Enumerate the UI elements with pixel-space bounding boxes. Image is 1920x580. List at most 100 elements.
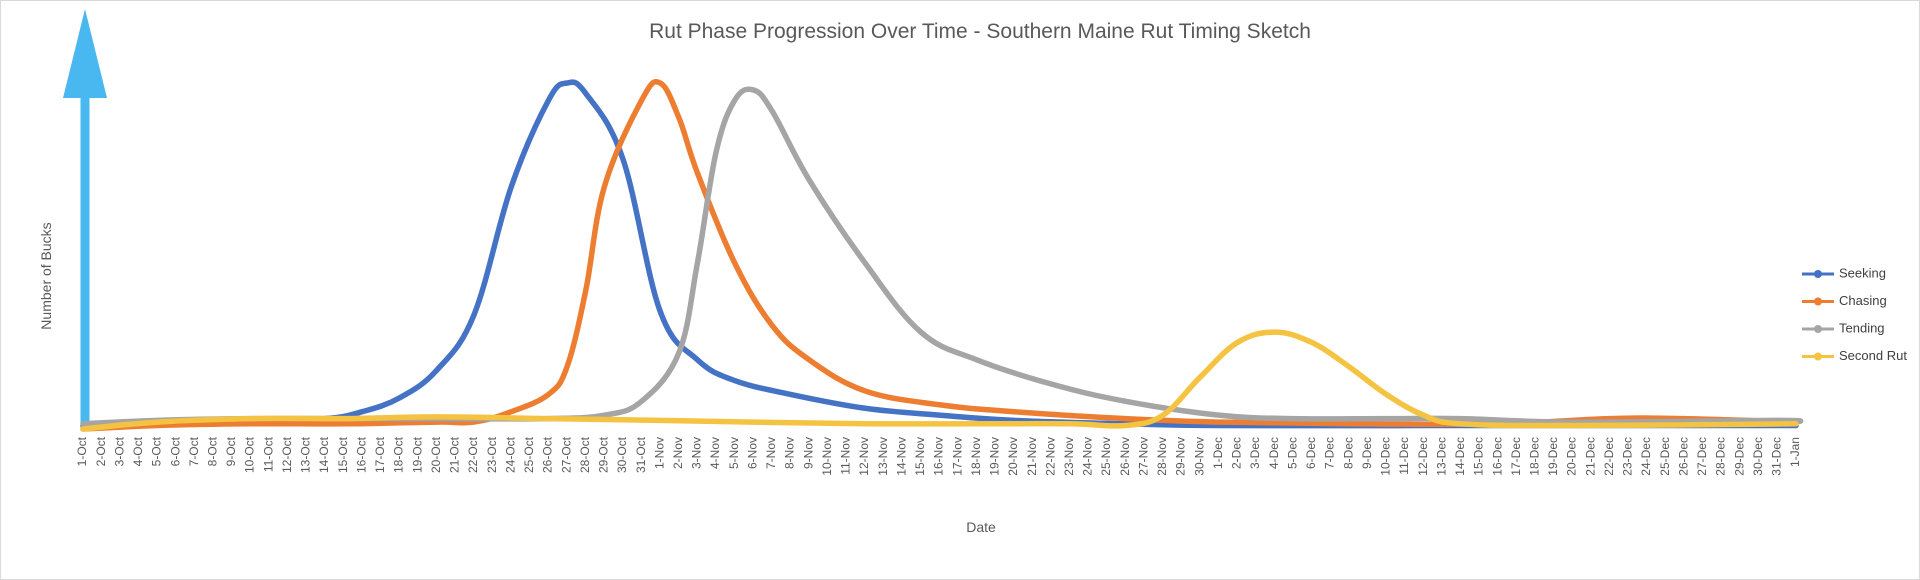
x-tick-label: 27-Dec	[1695, 437, 1709, 476]
x-tick-label: 25-Nov	[1099, 437, 1113, 476]
x-tick-labels: 1-Oct 2-Oct 3-Oct 4-Oct 5-Oct 6-Oct 7-Oct 8-Oct…	[75, 436, 1802, 475]
x-tick-label: 10-Dec	[1379, 437, 1393, 476]
x-tick-label: 12-Nov	[857, 437, 871, 476]
legend-label-second-rut: Second Rut	[1839, 348, 1907, 363]
x-tick-label: 14-Nov	[894, 437, 908, 476]
x-tick-label: 13-Nov	[876, 437, 890, 476]
legend-item-chasing: Chasing	[1802, 293, 1887, 308]
x-tick-label: 18-Nov	[969, 437, 983, 476]
x-tick-label: 28-Dec	[1714, 437, 1728, 476]
x-tick-label: 19-Oct	[410, 436, 424, 473]
x-tick-label: 11-Nov	[839, 437, 853, 475]
x-tick-label: 15-Dec	[1472, 437, 1486, 476]
x-tick-label: 2-Dec	[1230, 437, 1244, 469]
x-tick-label: 12-Dec	[1416, 437, 1430, 476]
x-tick-label: 22-Oct	[466, 436, 480, 473]
x-tick-label: 6-Oct	[168, 436, 182, 466]
x-tick-label: 11-Dec	[1397, 437, 1411, 475]
x-tick-label: 23-Oct	[485, 436, 499, 473]
legend-label-tending: Tending	[1839, 320, 1885, 335]
x-tick-label: 29-Oct	[597, 436, 611, 473]
x-tick-label: 3-Dec	[1248, 437, 1262, 469]
x-tick-label: 18-Dec	[1527, 437, 1541, 476]
x-tick-label: 16-Nov	[932, 437, 946, 476]
x-tick-label: 20-Nov	[1006, 437, 1020, 476]
x-tick-label: 7-Dec	[1323, 437, 1337, 469]
x-tick-label: 1-Dec	[1211, 437, 1225, 469]
x-tick-label: 6-Nov	[745, 437, 759, 469]
x-tick-label: 7-Oct	[187, 436, 201, 466]
x-tick-label: 24-Oct	[503, 436, 517, 473]
x-tick-label: 31-Dec	[1770, 437, 1784, 476]
x-tick-label: 19-Nov	[988, 437, 1002, 476]
x-tick-label: 11-Oct	[261, 436, 275, 472]
x-tick-label: 12-Oct	[280, 436, 294, 473]
x-tick-label: 9-Dec	[1360, 437, 1374, 469]
x-tick-label: 27-Oct	[559, 436, 573, 473]
legend-item-tending: Tending	[1802, 320, 1885, 335]
x-tick-label: 17-Nov	[950, 437, 964, 476]
x-tick-label: 25-Oct	[522, 436, 536, 473]
series-line-seeking	[80, 79, 1799, 429]
x-tick-label: 29-Dec	[1732, 437, 1746, 476]
y-axis-arrow	[63, 9, 107, 431]
x-tick-label: 5-Oct	[150, 436, 164, 466]
x-tick-label: 8-Oct	[206, 436, 220, 466]
x-tick-label: 4-Dec	[1267, 437, 1281, 469]
x-tick-label: 30-Oct	[615, 436, 629, 473]
x-tick-label: 23-Dec	[1621, 437, 1635, 476]
chart-title: Rut Phase Progression Over Time - Southe…	[649, 20, 1311, 43]
x-tick-label: 21-Nov	[1025, 437, 1039, 476]
x-tick-label: 31-Oct	[634, 436, 648, 473]
x-axis-title: Date	[966, 519, 996, 535]
x-tick-label: 9-Nov	[801, 437, 815, 469]
x-tick-label: 23-Nov	[1062, 437, 1076, 476]
x-tick-label: 14-Oct	[317, 436, 331, 473]
legend: Seeking Chasing Tending Second Rut	[1802, 265, 1907, 363]
x-tick-label: 26-Nov	[1118, 437, 1132, 476]
series-line-tending	[80, 86, 1804, 427]
series-line-chasing	[80, 79, 1799, 432]
x-tick-label: 18-Oct	[392, 436, 406, 473]
x-tick-label: 6-Dec	[1304, 437, 1318, 469]
x-tick-label: 3-Nov	[690, 437, 704, 469]
x-tick-label: 24-Dec	[1639, 437, 1653, 476]
x-tick-label: 3-Oct	[112, 436, 126, 466]
legend-marker-seeking	[1814, 270, 1822, 278]
legend-marker-second-rut	[1814, 352, 1822, 361]
series-lines	[80, 79, 1804, 432]
x-tick-label: 16-Oct	[354, 436, 368, 473]
x-tick-label: 8-Nov	[783, 437, 797, 469]
x-tick-label: 25-Dec	[1658, 437, 1672, 476]
x-tick-label: 24-Nov	[1081, 437, 1095, 476]
x-tick-label: 19-Dec	[1546, 437, 1560, 476]
x-tick-label: 27-Nov	[1136, 437, 1150, 476]
x-tick-label: 14-Dec	[1453, 437, 1467, 476]
x-tick-label: 5-Dec	[1285, 437, 1299, 469]
series-line-second-rut	[80, 329, 1799, 432]
x-tick-label: 10-Oct	[243, 436, 257, 473]
x-tick-label: 13-Dec	[1434, 437, 1448, 476]
x-tick-label: 21-Oct	[448, 436, 462, 473]
x-tick-label: 1-Nov	[652, 437, 666, 469]
legend-marker-chasing	[1814, 297, 1822, 306]
x-tick-label: 2-Nov	[671, 437, 685, 469]
legend-label-seeking: Seeking	[1839, 265, 1886, 280]
x-tick-label: 10-Nov	[820, 437, 834, 476]
x-tick-label: 28-Oct	[578, 436, 592, 473]
x-tick-label: 4-Nov	[708, 437, 722, 469]
x-tick-label: 22-Nov	[1043, 437, 1057, 476]
x-tick-label: 1-Jan	[1788, 437, 1802, 467]
x-tick-label: 21-Dec	[1583, 437, 1597, 476]
x-tick-label: 13-Oct	[299, 436, 313, 473]
legend-item-second-rut: Second Rut	[1802, 348, 1907, 363]
x-tick-label: 17-Oct	[373, 436, 387, 473]
x-tick-label: 30-Dec	[1751, 437, 1765, 476]
x-tick-label: 20-Oct	[429, 436, 443, 473]
x-tick-label: 7-Nov	[764, 437, 778, 469]
x-tick-label: 17-Dec	[1509, 437, 1523, 476]
x-tick-label: 29-Nov	[1174, 437, 1188, 476]
x-tick-label: 1-Oct	[75, 436, 89, 466]
x-tick-label: 16-Dec	[1490, 437, 1504, 476]
